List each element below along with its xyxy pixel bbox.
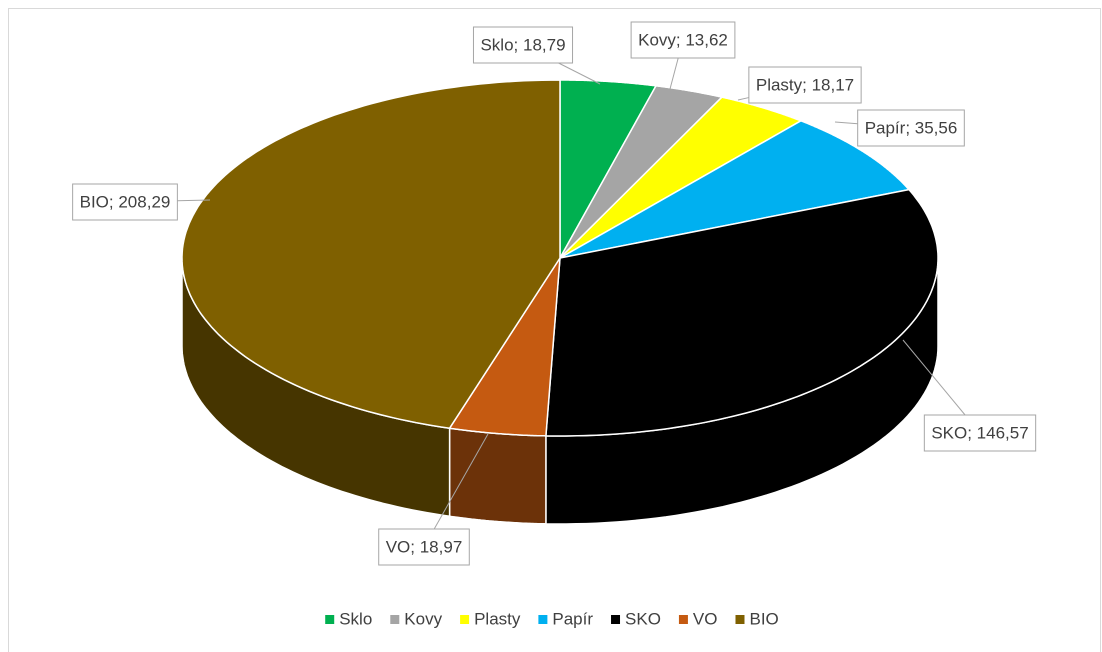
legend-item: Plasty [460, 609, 521, 628]
slice [559, 119, 911, 259]
legend-swatch [390, 615, 400, 624]
pie-tops [181, 79, 939, 437]
legend: Sklo Kovy Plasty Papír SKO VO BIO [325, 609, 779, 628]
legend-swatch [460, 615, 470, 624]
label-box [857, 109, 965, 147]
legend-item: Kovy [390, 609, 443, 628]
legend-label: BIO [749, 609, 778, 628]
label-box [748, 66, 862, 104]
data-label: Kovy; 13,62 [638, 30, 728, 49]
label-box [472, 26, 574, 64]
legend-swatch [735, 615, 745, 624]
leader-line [177, 199, 211, 202]
leader-line [433, 433, 489, 530]
data-label: Plasty; 18,17 [756, 75, 854, 94]
leader-line [834, 121, 858, 125]
slice [545, 188, 939, 437]
legend-swatch [611, 615, 621, 624]
legend-label: VO [693, 609, 718, 628]
legend-label: SKO [625, 609, 661, 628]
data-label: BIO; 208,29 [80, 192, 171, 211]
legend-item: BIO [735, 609, 779, 628]
slice [559, 96, 803, 259]
legend-swatch [678, 615, 688, 624]
legend-item: Papír [538, 609, 593, 628]
legend-label: Papír [552, 609, 593, 628]
slice [559, 84, 724, 259]
legend-label: Kovy [404, 609, 442, 628]
legend-swatch [325, 615, 335, 624]
data-label: SKO; 146,57 [931, 423, 1028, 442]
legend-label: Sklo [339, 609, 372, 628]
leader-line [737, 97, 749, 101]
label-box [378, 528, 470, 566]
legend-item: VO [678, 609, 718, 628]
pie-sides [181, 257, 939, 525]
label-box [630, 21, 736, 59]
legend-swatch [538, 615, 548, 624]
slice [181, 79, 561, 430]
label-box [72, 183, 178, 221]
legend-item: SKO [611, 609, 661, 628]
data-label: VO; 18,97 [386, 537, 463, 556]
leader-line [558, 62, 601, 85]
label-box [923, 414, 1037, 452]
slice [448, 257, 561, 437]
legend-label: Plasty [474, 609, 521, 628]
leader-line [669, 57, 679, 90]
data-label: Papír; 35,56 [865, 118, 958, 137]
legend-item: Sklo [325, 609, 372, 628]
leader-line [902, 339, 966, 416]
data-labels: Sklo; 18,79 Kovy; 13,62 Plasty; 18,17 Papír… [72, 21, 1037, 566]
data-label: Sklo; 18,79 [480, 35, 565, 54]
